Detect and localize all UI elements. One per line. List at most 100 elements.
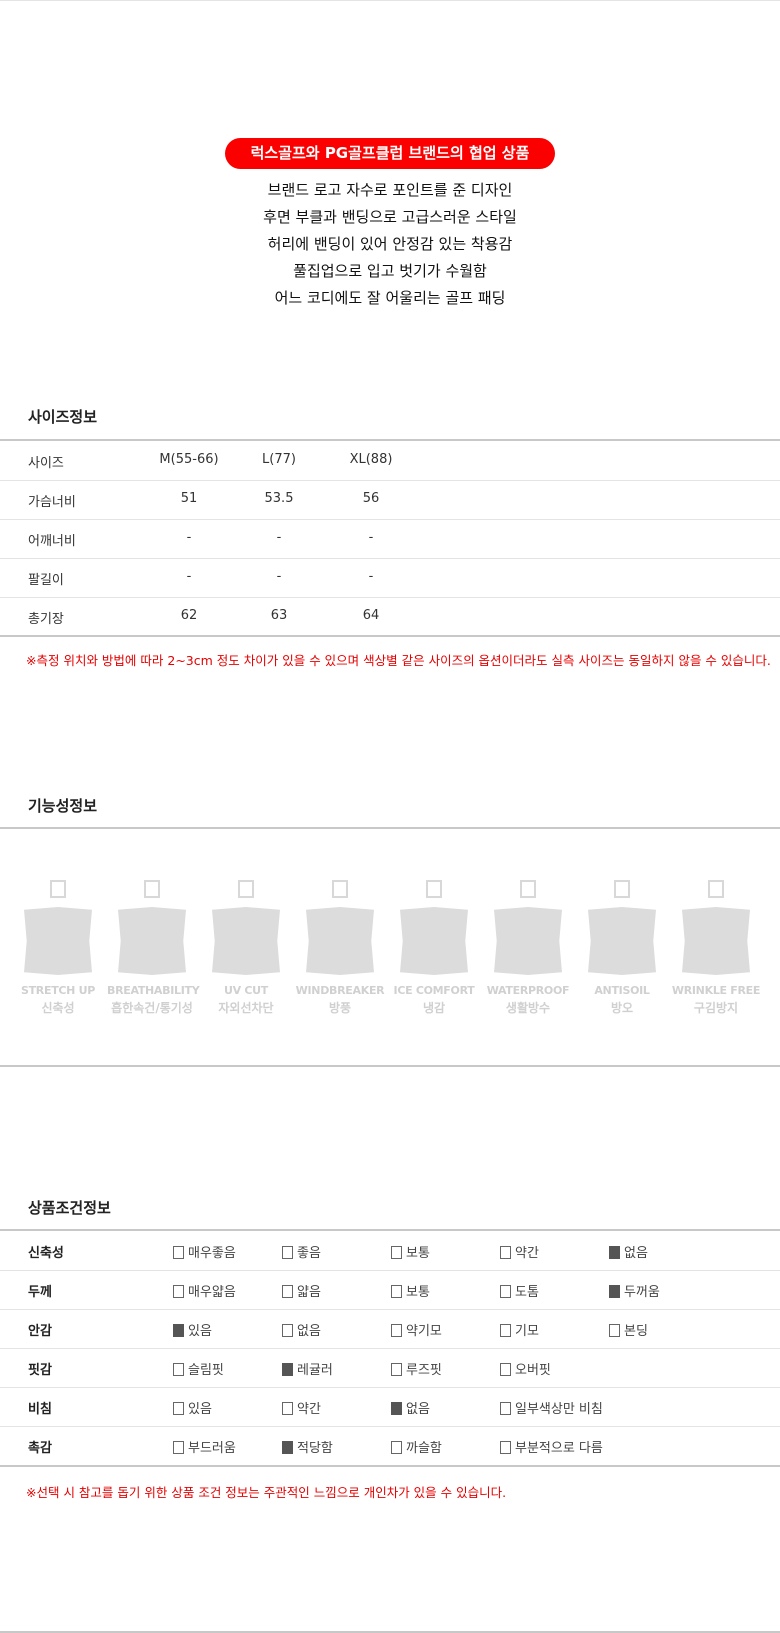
unchecked-box-icon: [500, 1246, 511, 1259]
feature-line: 브랜드 로고 자수로 포인트를 준 디자인: [267, 181, 513, 199]
option-text: 매우좋음: [188, 1246, 236, 1261]
option-text: 두꺼움: [624, 1285, 660, 1300]
divider: [0, 1065, 780, 1067]
size-cell: M(55-66): [159, 452, 219, 467]
divider: [0, 1465, 780, 1467]
condition-option: 부드러움: [173, 1437, 236, 1456]
function-label-en: WINDBREAKER: [295, 984, 385, 997]
function-item: WATERPROOF 생활방수: [483, 880, 573, 1016]
unchecked-box-icon: [173, 1246, 184, 1259]
option-text: 적당함: [297, 1441, 333, 1456]
option-text: 매우얇음: [188, 1285, 236, 1300]
size-cell: -: [368, 530, 374, 545]
function-item: STRETCH UP 신축성: [13, 880, 103, 1016]
checked-box-icon: [609, 1285, 620, 1298]
checkbox-icon: [708, 880, 724, 898]
condition-option: 적당함: [282, 1437, 333, 1456]
option-text: 있음: [188, 1324, 212, 1339]
bottom-divider: [0, 1631, 780, 1633]
function-pictogram-icon: [24, 907, 92, 975]
condition-row: 비침 있음 약간 없음 일부색상만 비침: [0, 1387, 780, 1426]
unchecked-box-icon: [500, 1324, 511, 1337]
row-divider: [0, 1348, 780, 1349]
function-pictogram-icon: [494, 907, 562, 975]
option-text: 본딩: [624, 1324, 648, 1339]
size-cell: -: [368, 569, 374, 584]
function-item: ANTISOIL 방오: [577, 880, 667, 1016]
checkbox-icon: [426, 880, 442, 898]
divider: [0, 439, 780, 441]
condition-option: 일부색상만 비침: [500, 1398, 603, 1417]
condition-option: 약기모: [391, 1320, 442, 1339]
option-text: 약간: [297, 1402, 321, 1417]
checked-box-icon: [282, 1441, 293, 1454]
condition-label: 신축성: [28, 1246, 64, 1261]
function-label-en: WATERPROOF: [486, 984, 570, 997]
unchecked-box-icon: [282, 1402, 293, 1415]
size-cell: 63: [270, 608, 288, 623]
function-item: ICE COMFORT 냉감: [389, 880, 479, 1016]
size-cell: L(77): [262, 452, 296, 467]
condition-option: 얇음: [282, 1281, 321, 1300]
option-text: 일부색상만 비침: [515, 1402, 603, 1417]
condition-option: 까슬함: [391, 1437, 442, 1456]
option-text: 얇음: [297, 1285, 321, 1300]
row-divider: [0, 480, 780, 481]
condition-option: 없음: [282, 1320, 321, 1339]
condition-row: 핏감 슬림핏 레귤러 루즈핏 오버핏: [0, 1348, 780, 1387]
unchecked-box-icon: [500, 1285, 511, 1298]
row-divider: [0, 1309, 780, 1310]
condition-row: 안감 있음 없음 약기모 기모 본딩: [0, 1309, 780, 1348]
checked-box-icon: [391, 1402, 402, 1415]
unchecked-box-icon: [282, 1246, 293, 1259]
option-text: 기모: [515, 1324, 539, 1339]
function-label-ko: 구김방지: [693, 1001, 739, 1015]
condition-option: 약간: [282, 1398, 321, 1417]
option-text: 까슬함: [406, 1441, 442, 1456]
feature-line: 후면 부클과 밴딩으로 고급스러운 스타일: [263, 208, 517, 226]
condition-option: 두꺼움: [609, 1281, 660, 1300]
size-row: 팔길이 - - -: [0, 558, 780, 597]
size-cell: 53.5: [264, 491, 294, 506]
checked-box-icon: [173, 1324, 184, 1337]
size-cell: -: [186, 530, 192, 545]
row-divider: [0, 1270, 780, 1271]
feature-line: 어느 코디에도 잘 어울리는 골프 패딩: [274, 289, 506, 307]
function-label-ko: 신축성: [41, 1001, 75, 1015]
function-pictogram-icon: [400, 907, 468, 975]
option-text: 슬림핏: [188, 1363, 224, 1378]
checkbox-icon: [614, 880, 630, 898]
function-item: UV CUT 자외선차단: [201, 880, 291, 1016]
option-text: 레귤러: [297, 1363, 333, 1378]
unchecked-box-icon: [173, 1402, 184, 1415]
checkbox-icon: [50, 880, 66, 898]
function-label-en: STRETCH UP: [20, 984, 96, 997]
row-divider: [0, 597, 780, 598]
unchecked-box-icon: [282, 1285, 293, 1298]
divider: [0, 635, 780, 637]
checked-box-icon: [282, 1363, 293, 1376]
option-text: 오버핏: [515, 1363, 551, 1378]
function-label-ko: 흡한속건/통기성: [111, 1001, 193, 1015]
function-label-ko: 방오: [610, 1001, 634, 1015]
size-info-title: 사이즈정보: [28, 408, 98, 426]
function-label-en: UV CUT: [224, 984, 268, 997]
feature-line: 풀집업으로 입고 벗기가 수월함: [293, 262, 487, 280]
checked-box-icon: [609, 1246, 620, 1259]
condition-option: 본딩: [609, 1320, 648, 1339]
option-text: 루즈핏: [406, 1363, 442, 1378]
collab-badge: 럭스골프와 PG골프클럽 브랜드의 협업 상품: [225, 138, 555, 169]
condition-option: 약간: [500, 1242, 539, 1261]
option-text: 없음: [297, 1324, 321, 1339]
unchecked-box-icon: [173, 1363, 184, 1376]
size-note: ※측정 위치와 방법에 따라 2~3cm 정도 차이가 있을 수 있으며 색상별…: [26, 653, 771, 668]
divider: [0, 827, 780, 829]
row-divider: [0, 519, 780, 520]
option-text: 보통: [406, 1285, 430, 1300]
unchecked-box-icon: [500, 1402, 511, 1415]
option-text: 부드러움: [188, 1441, 236, 1456]
function-item: WINDBREAKER 방풍: [295, 880, 385, 1016]
size-row: 어깨너비 - - -: [0, 519, 780, 558]
unchecked-box-icon: [500, 1363, 511, 1376]
function-info-title: 기능성정보: [28, 797, 98, 815]
